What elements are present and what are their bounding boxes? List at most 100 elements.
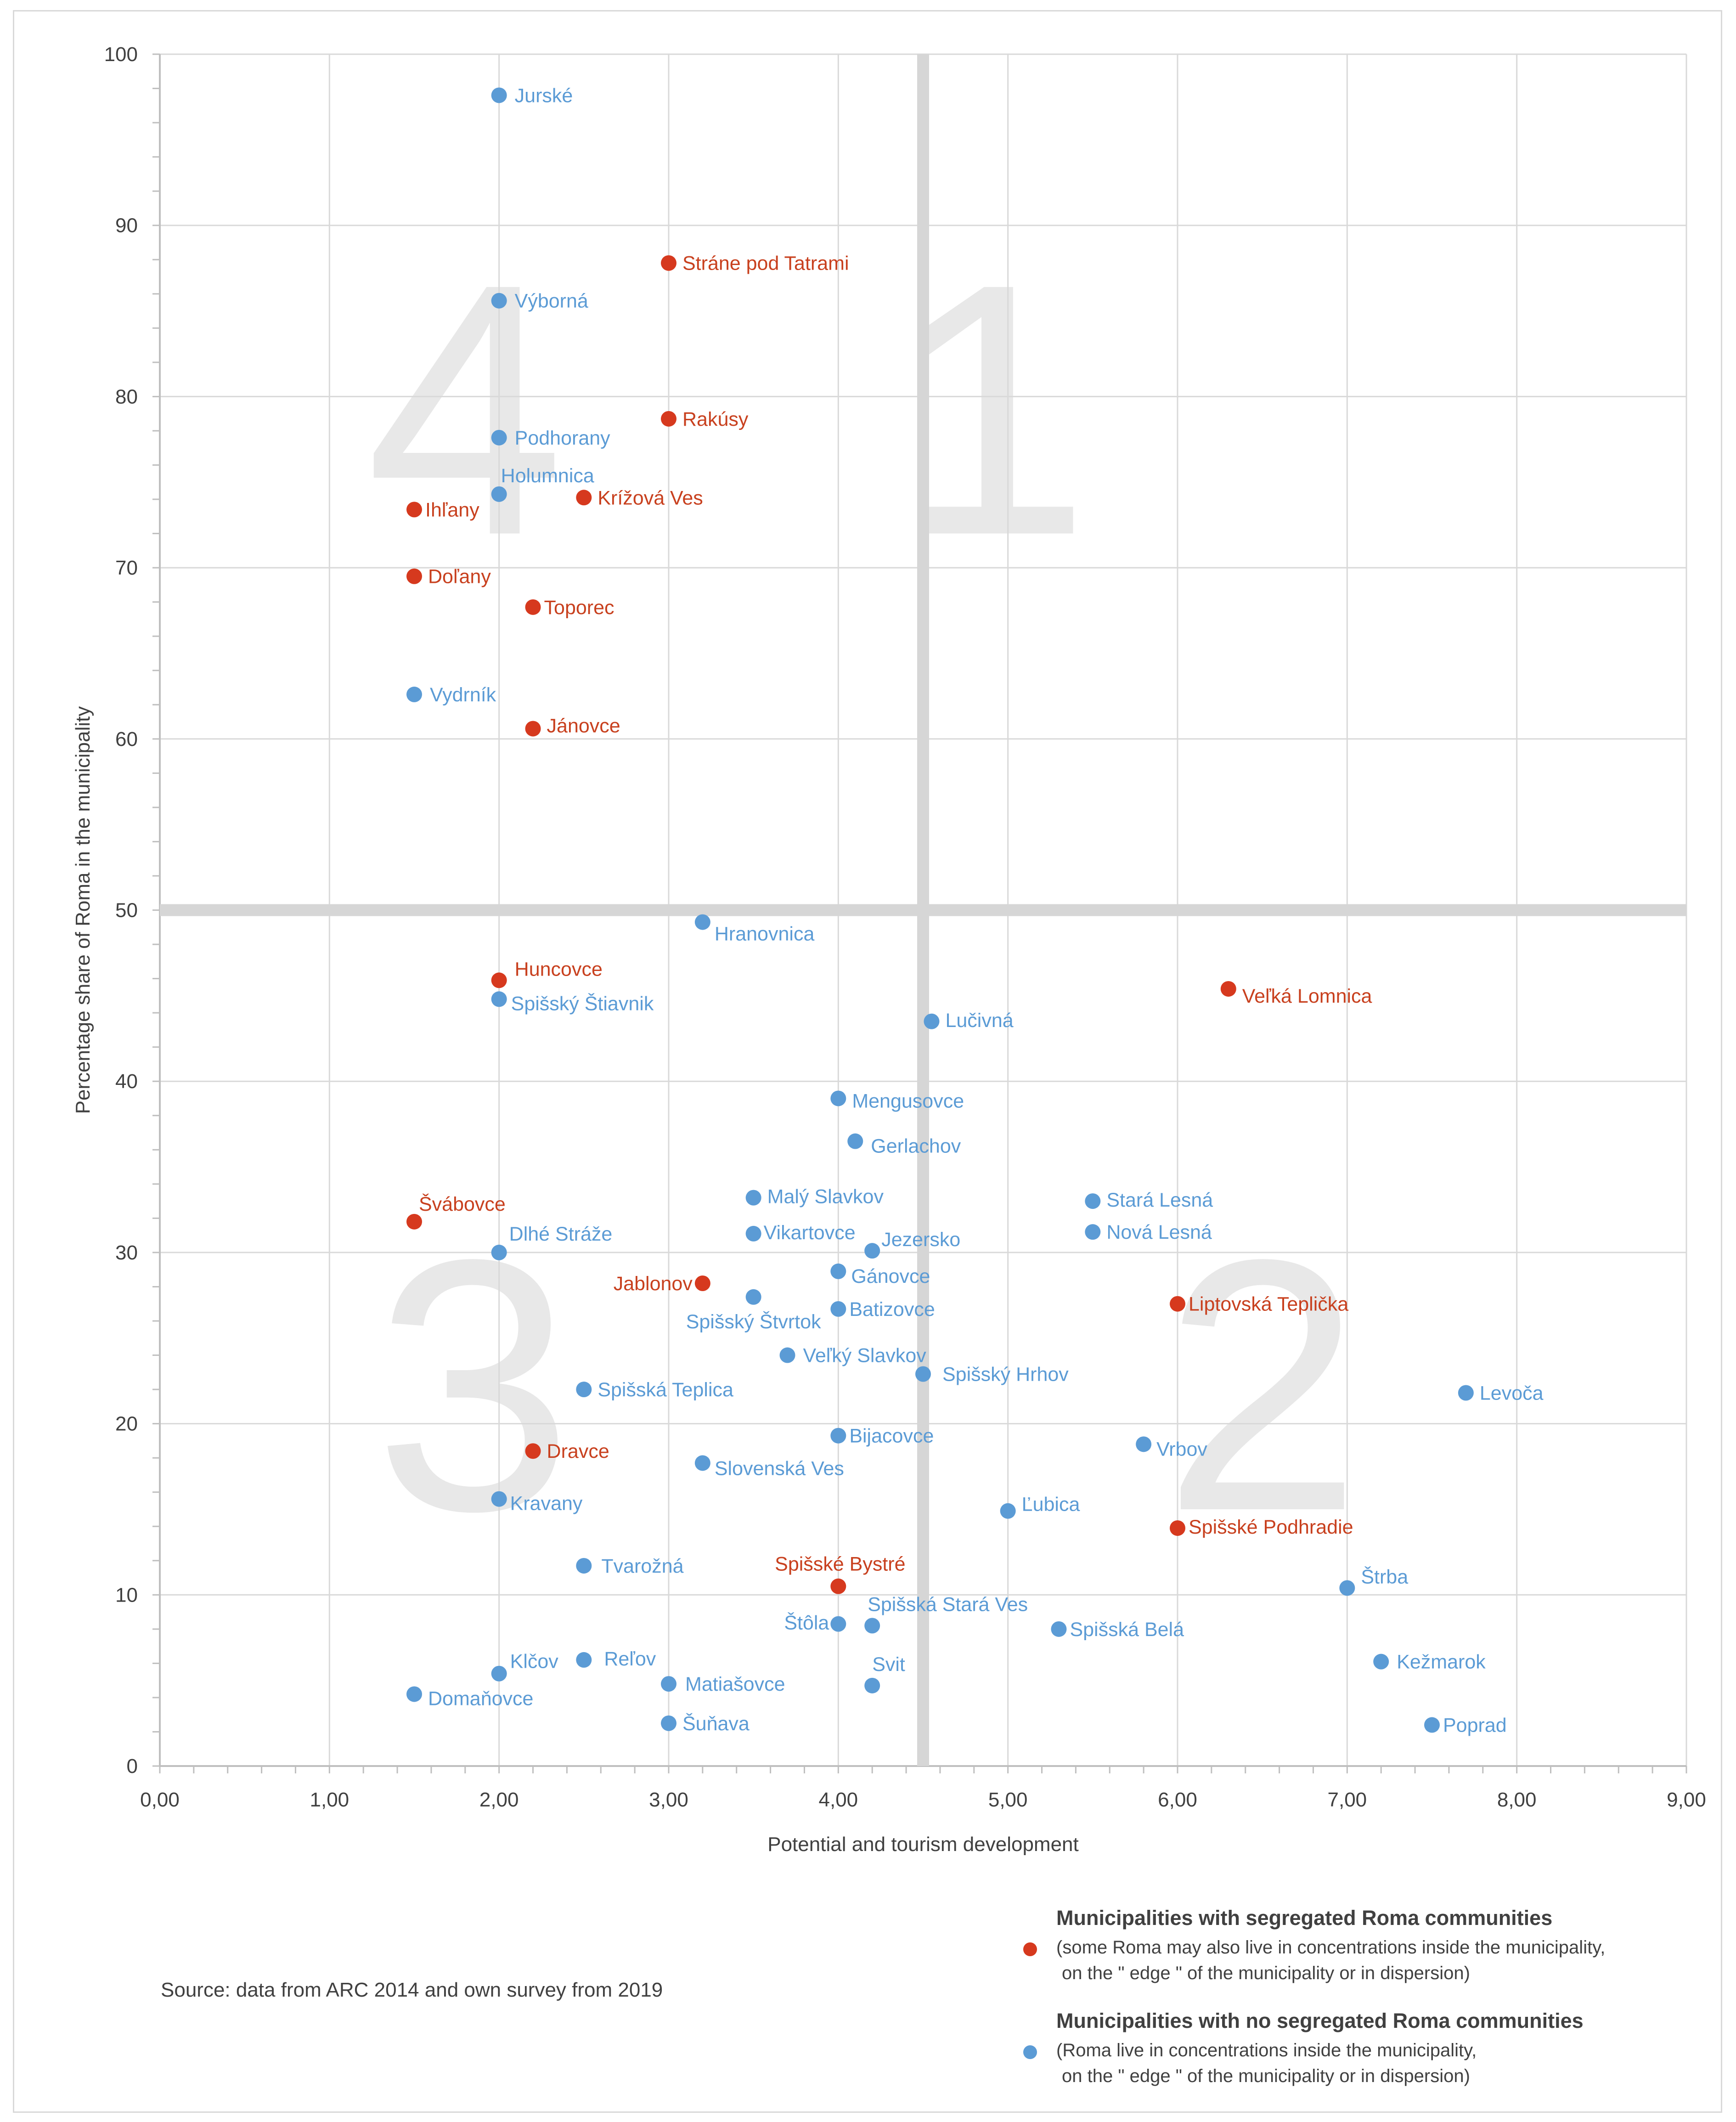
data-label: Toporec (544, 597, 614, 619)
data-label: Jurské (515, 85, 573, 107)
data-point (745, 1225, 761, 1242)
data-label: Spišská Teplica (597, 1379, 733, 1401)
data-point (491, 1491, 507, 1507)
data-label: Malý Slavkov (767, 1186, 884, 1208)
legend-non-segregated: Municipalities with no segregated Roma c… (1023, 2009, 1712, 2086)
data-label: Spišské Podhradie (1189, 1516, 1353, 1538)
data-label: Ihľany (425, 499, 479, 521)
data-point (661, 1715, 676, 1731)
data-label: Gerlachov (871, 1135, 961, 1157)
data-point (1170, 1296, 1185, 1312)
data-label: Vikartovce (764, 1222, 856, 1244)
y-axis-title: Percentage share of Roma in the municipa… (72, 706, 94, 1114)
data-point (1373, 1654, 1389, 1670)
legend-segregated-note-line: (some Roma may also live in concentratio… (1056, 1937, 1606, 1958)
data-label: Lučivná (945, 1010, 1013, 1032)
data-label: Jánovce (547, 715, 620, 737)
data-point (830, 1301, 846, 1317)
data-label: Spišský Hrhov (942, 1364, 1069, 1386)
legend-non-segregated-note-line: (Roma live in concentrations inside the … (1056, 2040, 1477, 2060)
data-label: Výborná (515, 290, 588, 312)
data-label: Levoča (1480, 1383, 1544, 1405)
data-label: Štrba (1361, 1566, 1408, 1588)
data-label: Spišské Bystré (775, 1553, 905, 1575)
data-point (864, 1243, 880, 1259)
data-label: Krížová Ves (597, 487, 703, 509)
data-point (525, 1443, 541, 1459)
x-axis-title: Potential and tourism development (767, 1833, 1079, 1856)
data-point (924, 1013, 940, 1029)
y-tick-label: 20 (115, 1413, 138, 1435)
y-tick-label: 40 (115, 1070, 138, 1093)
data-label: Spišský Štvrtok (686, 1311, 821, 1333)
x-tick-label: 4,00 (819, 1789, 858, 1811)
data-point (1424, 1717, 1440, 1733)
data-label: Holumnica (501, 465, 594, 487)
data-label: Poprad (1443, 1715, 1507, 1737)
data-point (1051, 1621, 1067, 1637)
data-point (830, 1428, 846, 1444)
x-tick-label: 0,00 (140, 1789, 180, 1811)
legend-segregated-note: (some Roma may also live in concentratio… (1056, 1935, 1605, 1986)
data-point (576, 490, 592, 506)
legend-non-segregated-note: (Roma live in concentrations inside the … (1056, 2037, 1477, 2089)
data-label: Kežmarok (1397, 1651, 1486, 1673)
x-tick-label: 2,00 (479, 1789, 519, 1811)
x-tick-label: 8,00 (1497, 1789, 1537, 1811)
x-tick-label: 5,00 (988, 1789, 1028, 1811)
data-label: Tvarožná (601, 1555, 683, 1577)
data-label: Vydrník (430, 684, 496, 706)
data-point (491, 486, 507, 502)
data-point (406, 568, 422, 584)
y-tick-label: 0 (127, 1755, 138, 1778)
data-label: Svit (872, 1654, 905, 1676)
data-label: Rakúsy (682, 408, 749, 430)
data-point (1085, 1224, 1101, 1240)
data-label: Spišská Belá (1070, 1619, 1184, 1641)
data-label: Nová Lesná (1106, 1221, 1212, 1243)
y-tick-label: 10 (115, 1584, 138, 1606)
data-point (406, 1686, 422, 1702)
data-label: Gánovce (851, 1265, 930, 1287)
data-label: Veľký Slavkov (803, 1345, 927, 1367)
data-point (915, 1366, 931, 1382)
data-point (525, 599, 541, 615)
data-point (1339, 1580, 1355, 1596)
data-point (864, 1677, 880, 1693)
data-point (1458, 1385, 1474, 1401)
data-label: Matiašovce (685, 1673, 785, 1695)
legend-segregated-note-line: on the " edge " of the municipality or i… (1062, 1963, 1470, 1983)
legend-segregated-marker (1023, 1942, 1037, 1956)
data-point (1000, 1503, 1016, 1519)
data-point (779, 1347, 795, 1363)
data-label: Jezersko (881, 1229, 960, 1251)
data-point (745, 1289, 761, 1305)
data-point (864, 1618, 880, 1634)
data-point (491, 1244, 507, 1260)
data-label: Ľubica (1022, 1494, 1080, 1516)
data-point (491, 429, 507, 446)
y-tick-label: 90 (115, 214, 138, 237)
data-point (745, 1190, 761, 1206)
data-point (576, 1558, 592, 1574)
data-label: Jablonov (614, 1273, 693, 1295)
data-point (830, 1616, 846, 1632)
data-label: Hranovnica (715, 923, 815, 945)
data-point (661, 411, 676, 427)
y-tick-label: 30 (115, 1242, 138, 1264)
data-label: Spišská Stará Ves (868, 1593, 1028, 1615)
data-label: Reľov (604, 1648, 656, 1670)
data-point (491, 87, 507, 103)
data-point (830, 1263, 846, 1279)
legend-non-segregated-note-line: on the " edge " of the municipality or i… (1062, 2066, 1470, 2086)
data-point (661, 255, 676, 271)
y-tick-label: 80 (115, 385, 138, 408)
data-label: Podhorany (515, 427, 610, 449)
legend-segregated: Municipalities with segregated Roma comm… (1023, 1906, 1712, 1983)
data-point (525, 721, 541, 737)
data-point (847, 1133, 863, 1149)
data-label: Stará Lesná (1106, 1189, 1213, 1211)
data-label: Bijacovce (849, 1425, 934, 1447)
data-point (491, 991, 507, 1007)
